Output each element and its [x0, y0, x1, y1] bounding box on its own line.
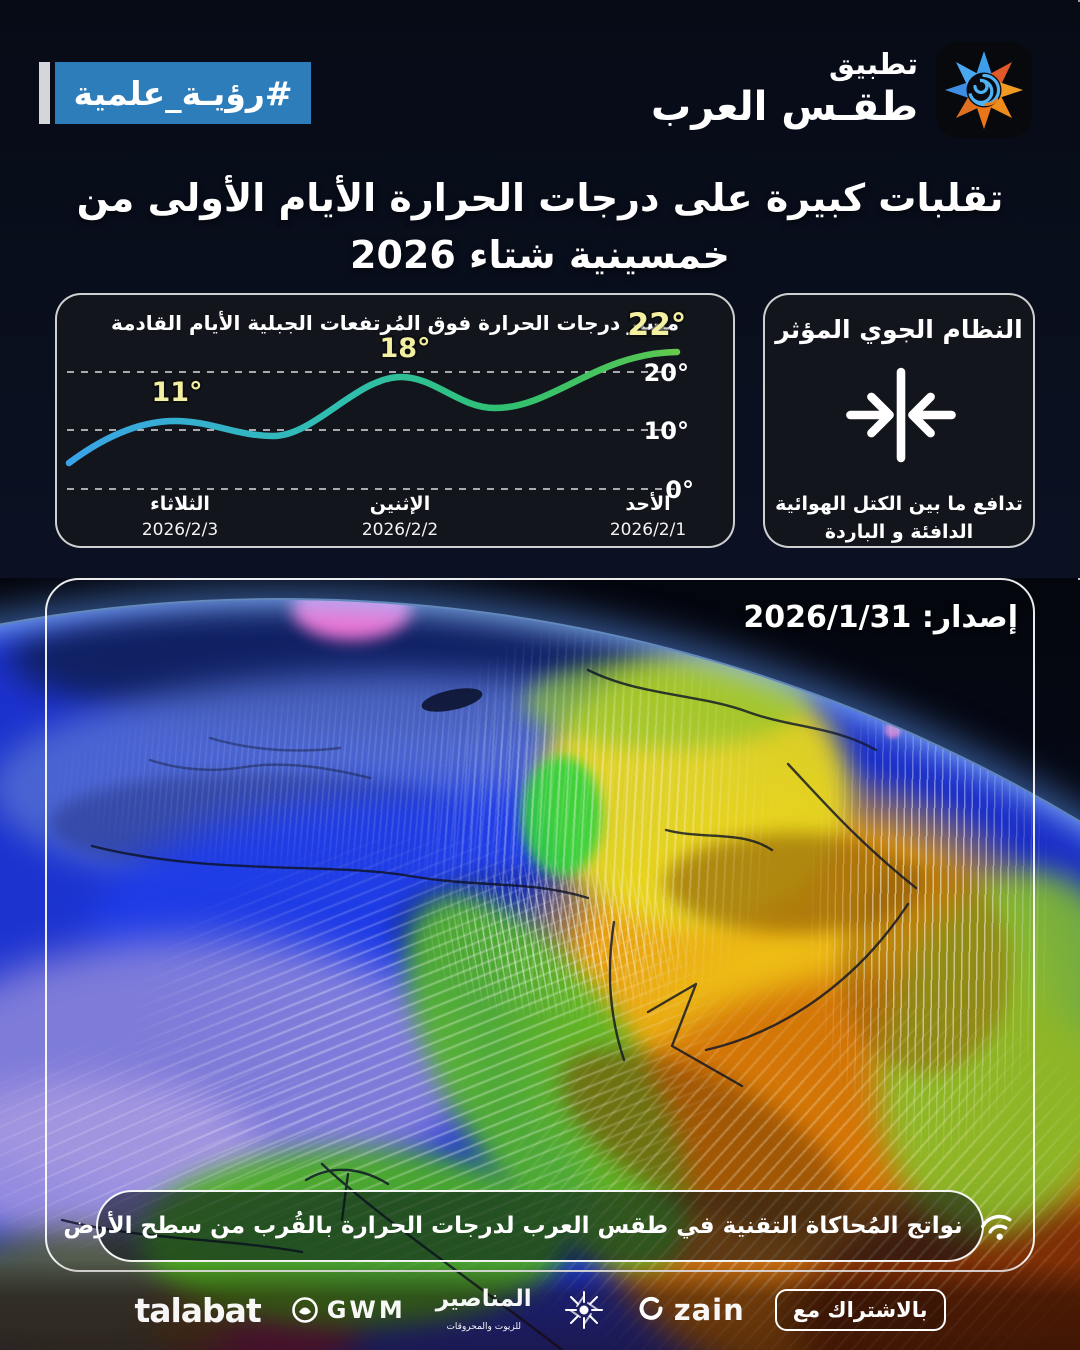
wifi-icon: [973, 1204, 1021, 1249]
partnership-button: بالاشتراك مع: [774, 1289, 946, 1331]
cyprus-island: [421, 688, 483, 712]
gwm-logo: GWM: [291, 1296, 406, 1324]
page-title-line2: خمسينية شتاء 2026: [350, 233, 730, 277]
sponsors-row: talabat GWM المناصير للزيوت والمحروقات: [0, 1282, 1080, 1338]
weather-system-description: تدافع ما بين الكتل الهوائية الدافئة و ال…: [775, 493, 1023, 543]
chart-title: مسار درجات الحرارة فوق المُرتفعات الجبلي…: [110, 311, 680, 335]
zain-swirl-icon: [636, 1295, 666, 1325]
point-label-monday: 18°: [379, 333, 430, 364]
ytick-0: 0°: [665, 476, 694, 504]
weather-system-panel: النظام الجوي المؤثر تدافع ما بين الكتل ا…: [763, 293, 1035, 548]
page-title: تقلبات كبيرة على درجات الحرارة الأيام ال…: [0, 170, 1080, 284]
space-stars-decoration: [1078, 578, 1080, 580]
point-label-tuesday: 11°: [151, 377, 202, 408]
app-name-line2: طقـس العرب: [651, 84, 918, 131]
temperature-chart-panel: مسار درجات الحرارة فوق المُرتفعات الجبلي…: [55, 293, 735, 548]
stars-decoration: [1078, 0, 1080, 2]
badge-bar-decoration: [39, 62, 50, 124]
bottom-dim-overlay: [0, 1260, 1080, 1350]
manaseer-logo: المناصير للزيوت والمحروقات: [435, 1286, 532, 1332]
caption-pill: نواتج المُحاكاة التقنية في طقس العرب لدر…: [63, 1190, 1012, 1262]
app-branding: تطبيق طقـس العرب: [651, 46, 918, 132]
temperature-simulation-map: إصدار: 2026/1/31 نواتج المُحاكاة التقنية…: [0, 578, 1080, 1350]
hashtag-label: #رؤيـة_علمية: [73, 73, 293, 113]
gridlines: [67, 371, 675, 490]
point-label-sunday: 22°: [628, 307, 687, 343]
caption-text: نواتج المُحاكاة التقنية في طقس العرب لدر…: [63, 1213, 963, 1239]
ytick-20: 20°: [644, 359, 689, 387]
weather-system-title: النظام الجوي المؤثر: [775, 315, 1023, 344]
xaxis-day-tuesday: الثلاثاء 2026/2/3: [141, 493, 219, 540]
talabat-logo: talabat: [134, 1290, 261, 1330]
xaxis-day-sunday: الأحد 2026/2/1: [609, 493, 687, 540]
app-name-line1: تطبيق: [829, 47, 918, 81]
gwm-icon: [291, 1296, 319, 1324]
converging-arrows-icon: [839, 353, 963, 481]
hashtag-badge: #رؤيـة_علمية: [39, 62, 311, 124]
zain-logo: zain: [636, 1293, 745, 1327]
temperature-line-chart: 20° 10° 0° 11° 18° 22°: [65, 305, 694, 504]
ytick-10: 10°: [644, 417, 689, 445]
xaxis-day-monday: الإثنين 2026/2/2: [361, 493, 439, 540]
arabia-weather-app-icon: [936, 42, 1032, 138]
page-title-line1: تقلبات كبيرة على درجات الحرارة الأيام ال…: [76, 176, 1004, 220]
temperature-curve: [65, 348, 681, 467]
manaseer-sunburst-icon: [562, 1288, 606, 1332]
issue-date-label: إصدار: 2026/1/31: [743, 600, 1018, 635]
